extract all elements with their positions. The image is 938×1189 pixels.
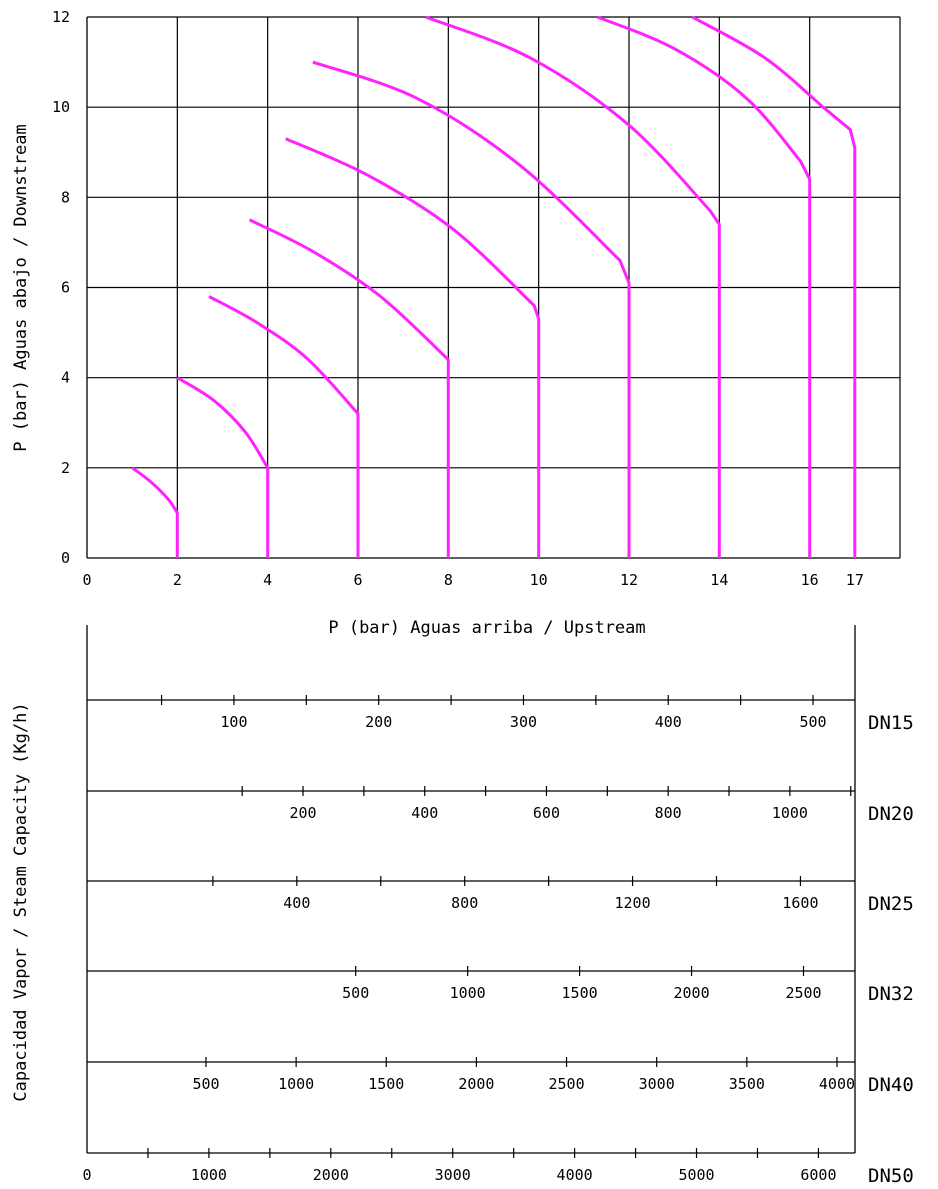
scale-tick-label: 200 [365,713,392,731]
pressure-curve-8 [596,15,812,558]
scale-tick-label: 1500 [368,1075,404,1093]
scale-tick-label: 3000 [639,1075,675,1093]
dn-label-dn50: DN50 [868,1165,914,1187]
x-tick-label: 2 [173,571,182,589]
scale-tick-label: 0 [82,1166,91,1184]
x-tick-label: 10 [530,571,548,589]
y-tick-label: 2 [61,459,70,477]
scale-tick-label: 6000 [800,1166,836,1184]
scale-tick-label: 1200 [615,894,651,912]
pressure-curve-6 [312,60,631,558]
scale-tick-label: 1000 [450,984,486,1002]
x-tick-label: 14 [710,571,728,589]
scale-tick-label: 1000 [772,804,808,822]
scale-tick-label: 4000 [557,1166,593,1184]
capacity-axis-title: Capacidad Vapor / Steam Capacity (Kg/h) [11,702,31,1101]
pressure-curve-9 [691,15,857,558]
scale-tick-label: 1000 [191,1166,227,1184]
pressure-curve-3 [208,295,360,558]
dn-label-dn20: DN20 [868,803,914,825]
y-axis-title: P (bar) Aguas abajo / Downstream [11,124,31,452]
scale-tick-label: 200 [289,804,316,822]
x-tick-labels: 0 2 4 6 8 10 12 14 16 17 [82,571,863,589]
y-tick-labels: 0 2 4 6 8 10 12 [52,8,70,567]
x-tick-label: 12 [620,571,638,589]
pressure-grid [87,16,901,558]
capacity-scales: 100 200 300 400 500 DN15 200 400 600 800 1000 DN20 4… [82,625,914,1187]
scale-tick-label: 4000 [819,1075,855,1093]
pressure-curves [131,15,857,558]
scale-tick-label: 500 [342,984,369,1002]
scale-tick-label: 2500 [548,1075,584,1093]
y-tick-label: 4 [61,369,70,387]
scale-tick-label: 100 [220,713,247,731]
scale-tick-label: 2000 [313,1166,349,1184]
x-tick-label: 6 [353,571,362,589]
scale-tick-label: 800 [451,894,478,912]
y-tick-label: 12 [52,8,70,26]
x-tick-label: 0 [82,571,91,589]
dn-label-dn40: DN40 [868,1074,914,1096]
scale-tick-label: 500 [192,1075,219,1093]
scale-tick-label: 400 [411,804,438,822]
pressure-curve-2 [176,376,270,558]
scale-tick-label: 600 [533,804,560,822]
y-tick-label: 0 [61,549,70,567]
scale-tick-label: 2500 [785,984,821,1002]
scale-tick-label: 400 [283,894,310,912]
x-tick-label: 8 [444,571,453,589]
x-tick-label: 16 [801,571,819,589]
y-tick-label: 6 [61,279,70,297]
x-axis-title: P (bar) Aguas arriba / Upstream [328,618,645,638]
dn-label-dn32: DN32 [868,983,914,1005]
scale-tick-label: 5000 [678,1166,714,1184]
scale-tick-label: 3500 [729,1075,765,1093]
dn-label-dn25: DN25 [868,893,914,915]
x-tick-label: 17 [846,571,864,589]
pressure-curve-5 [285,137,541,558]
scale-tick-label: 800 [655,804,682,822]
scale-tick-label: 2000 [673,984,709,1002]
scale-tick-label: 500 [799,713,826,731]
pressure-curve-7 [425,15,721,558]
scale-tick-label: 3000 [435,1166,471,1184]
x-tick-label: 4 [263,571,272,589]
dn-label-dn15: DN15 [868,712,914,734]
y-tick-label: 10 [52,98,70,116]
scale-tick-label: 2000 [458,1075,494,1093]
scale-tick-label: 1500 [562,984,598,1002]
scale-tick-label: 1000 [278,1075,314,1093]
scale-tick-label: 400 [655,713,682,731]
pressure-curve-1 [131,466,179,558]
scale-tick-label: 300 [510,713,537,731]
scale-tick-label: 1600 [782,894,818,912]
pressure-curve-4 [248,218,450,558]
y-tick-label: 8 [61,188,70,206]
